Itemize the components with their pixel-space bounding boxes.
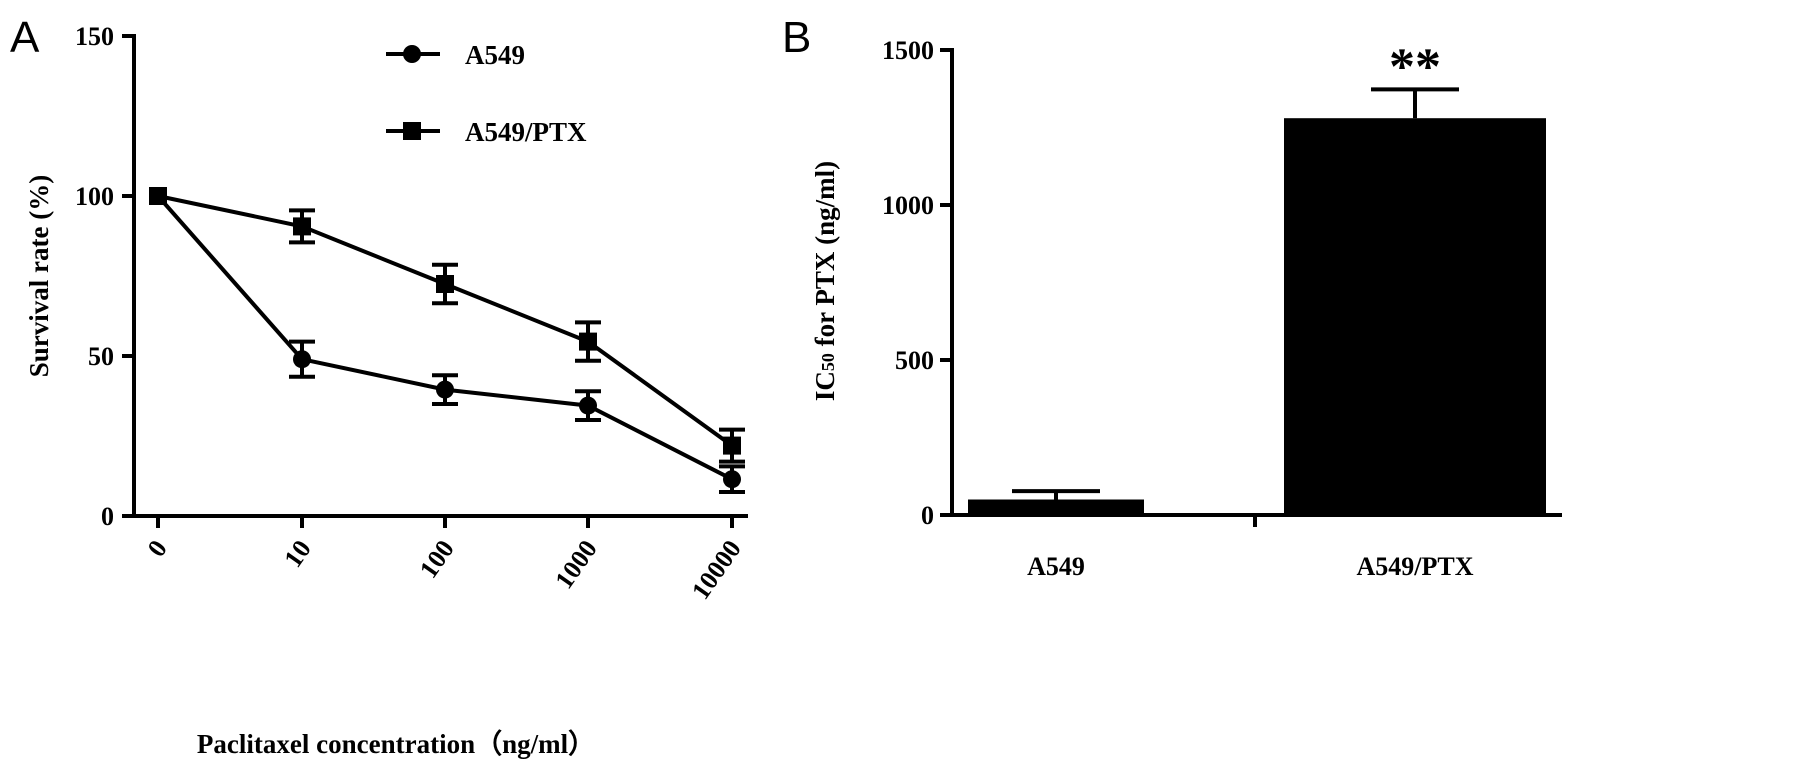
legend-entry-a549-ptx: A549/PTX: [386, 117, 587, 147]
panel-label-a: A: [10, 13, 40, 62]
y-tick-label: 0: [921, 501, 934, 530]
panel-a-axes: [132, 34, 748, 518]
legend-label-a549: A549: [465, 40, 525, 70]
panel-b-bars: **: [968, 38, 1546, 515]
x-tick-label: A549/PTX: [1357, 552, 1474, 581]
data-point: [723, 470, 741, 489]
panel-b: B 0 500 1000 1500 A549 A549/PTX ** IC50 for …: [782, 13, 1562, 581]
series-a549: [149, 187, 745, 494]
x-tick-label: 1000: [549, 535, 603, 594]
data-point: [436, 275, 454, 293]
panel-a-x-axis-title: Paclitaxel concentration（ng/ml）: [197, 729, 595, 759]
panel-a-x-ticks: 0 10 100 1000 10000: [142, 516, 747, 605]
panel-b-y-axis-title-main: IC: [810, 371, 840, 401]
data-point: [579, 332, 597, 351]
panel-b-y-axis-title-rest: for PTX (ng/ml): [810, 161, 840, 353]
y-tick-label: 1500: [882, 36, 934, 65]
x-tick-label: 0: [142, 535, 173, 562]
data-point: [149, 187, 167, 205]
x-tick-label: 100: [414, 535, 460, 584]
data-point: [723, 436, 741, 455]
y-tick-label: 0: [101, 502, 114, 531]
x-tick-label: A549: [1027, 552, 1085, 581]
data-point: [293, 217, 311, 236]
panel-b-y-ticks: 0 500 1000 1500: [882, 36, 952, 530]
data-point: [293, 350, 311, 369]
legend-entry-a549: A549: [386, 40, 525, 70]
error-bar: [1012, 489, 1100, 500]
series-line-a549-ptx: [157, 194, 734, 448]
panel-a-legend: A549 A549/PTX: [386, 40, 587, 147]
legend-label-a549-ptx: A549/PTX: [465, 117, 587, 147]
panel-a: A 0 50 100 150 0 10 100 1000 10000 Survival rat…: [10, 13, 748, 759]
panel-a-series: [149, 187, 745, 494]
significance-annotation: **: [1389, 38, 1441, 95]
panel-b-x-ticks: A549 A549/PTX: [1027, 515, 1474, 581]
data-point: [579, 396, 597, 415]
series-a549-ptx: [149, 187, 745, 464]
panel-a-y-ticks: 0 50 100 150: [75, 22, 134, 531]
bar-a549: [968, 499, 1144, 515]
panel-a-y-axis-title: Survival rate (%): [24, 175, 54, 377]
error-bar: [1371, 87, 1459, 119]
x-tick-label: 10000: [686, 535, 747, 605]
data-point: [436, 380, 454, 399]
series-line-a549: [156, 194, 733, 481]
x-tick-label: 10: [278, 535, 317, 573]
panel-b-y-axis-title: IC50 for PTX (ng/ml): [810, 161, 840, 401]
y-tick-label: 150: [75, 22, 114, 51]
bar-a549-ptx: [1284, 118, 1546, 515]
y-tick-label: 500: [895, 346, 934, 375]
y-tick-label: 100: [75, 182, 114, 211]
y-tick-label: 1000: [882, 191, 934, 220]
panel-label-b: B: [782, 13, 811, 62]
y-tick-label: 50: [88, 342, 114, 371]
panel-b-y-axis-title-subscript: 50: [818, 353, 838, 371]
